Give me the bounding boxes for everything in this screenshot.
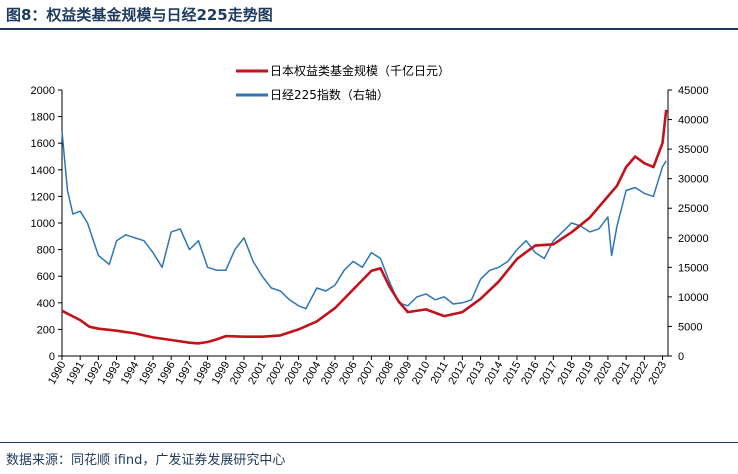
- x-tick-label: 2008: [374, 360, 397, 387]
- left-tick-label: 2000: [31, 85, 55, 97]
- x-tick-label: 2015: [501, 360, 524, 387]
- right-tick-label: 5000: [678, 321, 702, 333]
- x-tick-label: 2006: [337, 360, 360, 387]
- x-tick-label: 1997: [173, 360, 196, 387]
- x-tick-label: 2018: [556, 360, 579, 387]
- x-tick-label: 2020: [592, 360, 615, 387]
- fund-size-line: [61, 109, 668, 345]
- left-tick-label: 800: [37, 245, 55, 257]
- right-tick-label: 40000: [678, 115, 709, 127]
- nikkei225-line: [61, 131, 667, 310]
- left-tick-label: 200: [37, 324, 55, 336]
- x-tick-label: 2021: [610, 360, 633, 387]
- x-tick-label: 2019: [574, 360, 597, 387]
- x-tick-label: 1994: [119, 360, 142, 387]
- chart-legend: 日本权益类基金规模（千亿日元） 日经225指数（右轴）: [236, 63, 450, 102]
- x-tick-label: 1991: [64, 360, 87, 387]
- x-tick-label: 2004: [301, 360, 324, 387]
- x-tick-label: 2014: [483, 359, 506, 386]
- x-tick-label: 2010: [410, 360, 433, 387]
- x-tick-label: 2023: [647, 360, 670, 387]
- x-tick-label: 2000: [228, 360, 251, 387]
- x-tick-label: 1990: [46, 360, 69, 387]
- legend-label-fund: 日本权益类基金规模（千亿日元）: [270, 63, 450, 78]
- top-divider: [0, 28, 738, 30]
- legend-label-nikkei: 日经225指数（右轴）: [270, 87, 389, 102]
- x-tick-label: 2022: [628, 360, 651, 387]
- left-tick-label: 1200: [31, 191, 55, 203]
- x-tick-label: 2013: [465, 360, 488, 387]
- left-tick-label: 1600: [31, 138, 55, 150]
- right-tick-label: 0: [678, 351, 684, 363]
- x-tick-label: 2016: [519, 360, 542, 387]
- right-tick-label: 35000: [678, 144, 709, 156]
- left-tick-label: 400: [37, 298, 55, 310]
- left-tick-label: 1000: [31, 218, 55, 230]
- x-tick-label: 2009: [392, 360, 415, 387]
- figure-title: 图8：权益类基金规模与日经225走势图: [6, 6, 273, 24]
- chart-axes: 0200400600800100012001400160018002000050…: [31, 85, 709, 387]
- right-tick-label: 20000: [678, 233, 709, 245]
- source-note: 数据来源：同花顺 ifind，广发证券发展研究中心: [6, 453, 286, 468]
- x-tick-label: 2003: [283, 360, 306, 387]
- x-tick-label: 2002: [264, 360, 287, 387]
- x-tick-label: 1999: [210, 360, 233, 387]
- x-tick-label: 1992: [82, 360, 105, 387]
- x-tick-label: 2005: [319, 360, 342, 387]
- x-tick-label: 1998: [192, 360, 215, 387]
- left-tick-label: 600: [37, 271, 55, 283]
- x-tick-label: 2007: [355, 360, 378, 387]
- left-tick-label: 1400: [31, 165, 55, 177]
- right-tick-label: 30000: [678, 174, 709, 186]
- bottom-divider: [0, 442, 738, 443]
- x-tick-label: 1996: [155, 360, 178, 387]
- right-tick-label: 10000: [678, 292, 709, 304]
- right-tick-label: 15000: [678, 262, 709, 274]
- left-tick-label: 1800: [31, 112, 55, 124]
- x-tick-label: 2012: [446, 360, 469, 387]
- x-tick-label: 1993: [101, 360, 124, 387]
- right-tick-label: 25000: [678, 203, 709, 215]
- x-tick-label: 2001: [246, 360, 269, 387]
- x-tick-label: 1995: [137, 360, 160, 387]
- x-tick-label: 2017: [537, 360, 560, 387]
- line-chart: 0200400600800100012001400160018002000050…: [31, 63, 709, 387]
- left-tick-label: 0: [49, 351, 55, 363]
- chart-series: [61, 109, 668, 345]
- right-tick-label: 45000: [678, 85, 709, 97]
